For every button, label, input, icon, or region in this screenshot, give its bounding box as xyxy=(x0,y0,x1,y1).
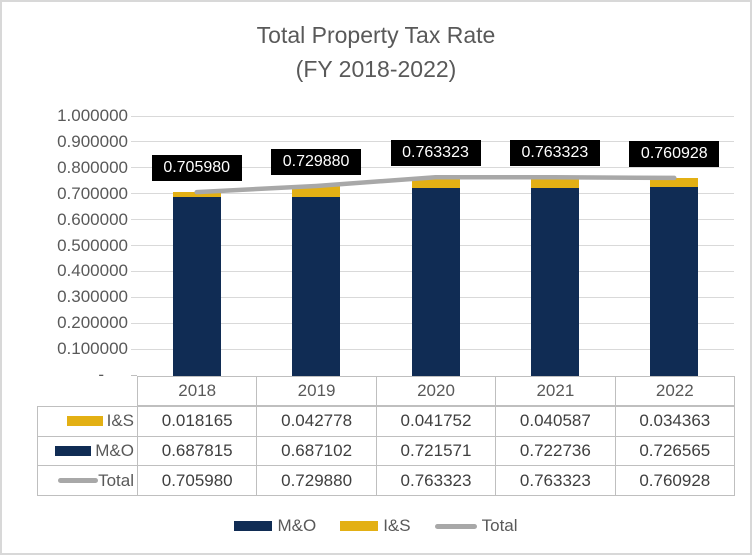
legend-key-bar-icon xyxy=(66,416,103,427)
table-cell-I&S-2022: 0.034363 xyxy=(614,406,735,437)
total-data-label-2020: 0.763323 xyxy=(390,140,481,167)
bar-mo-2020[interactable] xyxy=(411,188,460,376)
y-axis-tick-label: 0.900000 xyxy=(57,131,128,151)
table-cell-Total-2019: 0.729880 xyxy=(256,465,377,496)
y-axis-tick-label: 0.700000 xyxy=(57,183,128,203)
table-cell-I&S-2019: 0.042778 xyxy=(256,406,377,437)
chart-title: Total Property Tax Rate (FY 2018-2022) xyxy=(2,18,750,86)
legend-item-total[interactable]: Total xyxy=(434,516,518,536)
legend-bar-swatch-icon xyxy=(234,521,273,531)
bar-is-2018[interactable] xyxy=(172,192,221,197)
y-axis-tick-label: 0.800000 xyxy=(57,157,128,177)
legend-item-label: Total xyxy=(481,516,518,535)
y-axis-tick-label: 0.600000 xyxy=(57,209,128,229)
bar-is-2022[interactable] xyxy=(650,177,699,187)
table-rowkey-I&S: I&S xyxy=(37,406,138,437)
total-data-label-2018: 0.705980 xyxy=(151,155,242,182)
total-line-layer xyxy=(194,175,677,195)
legend-bar-swatch-icon xyxy=(340,521,379,531)
legend-item-label: I&S xyxy=(383,516,411,535)
table-cell-Total-2022: 0.760928 xyxy=(614,465,735,496)
table-header-2020: 2020 xyxy=(375,376,497,406)
table-header-2018: 2018 xyxy=(137,376,258,406)
bar-is-2020[interactable] xyxy=(411,177,460,189)
legend-key-bar-icon xyxy=(55,445,92,456)
legend-item-label: M&O xyxy=(277,516,317,535)
table-cell-Total-2018: 0.705980 xyxy=(137,465,258,496)
y-axis-tick-label: 0.200000 xyxy=(57,313,128,333)
chart-title-line1: Total Property Tax Rate xyxy=(256,22,496,48)
table-rowkey-label: Total xyxy=(98,470,134,490)
bar-is-2021[interactable] xyxy=(530,177,579,188)
legend-item-is[interactable]: I&S xyxy=(340,516,411,536)
bar-mo-2019[interactable] xyxy=(292,197,341,376)
bar-mo-2022[interactable] xyxy=(650,186,699,376)
table-cell-I&S-2021: 0.040587 xyxy=(495,406,616,437)
table-cell-M&O-2018: 0.687815 xyxy=(137,435,258,467)
legend-item-mo[interactable]: M&O xyxy=(234,516,316,536)
table-cell-I&S-2018: 0.018165 xyxy=(137,406,258,437)
table-header-2019: 2019 xyxy=(256,376,377,406)
table-cell-M&O-2021: 0.722736 xyxy=(495,435,616,467)
table-cell-M&O-2020: 0.721571 xyxy=(375,435,497,467)
table-cell-Total-2020: 0.763323 xyxy=(375,465,497,496)
chart-title-line2: (FY 2018-2022) xyxy=(295,56,457,82)
chart-legend: M&O I&S Total xyxy=(2,508,750,544)
legend-line-swatch-icon xyxy=(434,523,477,529)
table-rowkey-label: I&S xyxy=(106,411,134,431)
table-cell-M&O-2022: 0.726565 xyxy=(614,435,735,467)
legend-key-line-icon xyxy=(58,478,99,484)
table-cell-I&S-2020: 0.041752 xyxy=(375,406,497,437)
y-axis-tick-label: 1.000000 xyxy=(57,106,128,125)
total-data-label-2022: 0.760928 xyxy=(629,140,720,167)
table-cell-Total-2021: 0.763323 xyxy=(495,465,616,496)
table-rowkey-M&O: M&O xyxy=(37,435,138,467)
gridline xyxy=(131,167,734,169)
total-data-label-2019: 0.729880 xyxy=(271,148,362,175)
total-line[interactable] xyxy=(194,175,677,195)
bar-is-2019[interactable] xyxy=(292,185,341,198)
bar-mo-2018[interactable] xyxy=(172,196,221,376)
gridline xyxy=(131,115,734,117)
y-axis-tick-label: 0.100000 xyxy=(57,339,128,359)
table-cell-M&O-2019: 0.687102 xyxy=(256,435,377,467)
y-axis-tick-label: - xyxy=(98,365,104,384)
y-axis-tick-label: 0.300000 xyxy=(57,287,128,307)
zero-tick xyxy=(131,374,137,376)
total-data-label-2021: 0.763323 xyxy=(509,140,600,167)
y-axis-tick-label: 0.400000 xyxy=(57,261,128,281)
table-rowkey-Total: Total xyxy=(37,465,138,496)
bar-mo-2021[interactable] xyxy=(530,187,579,376)
table-rowkey-label: M&O xyxy=(95,440,134,460)
y-axis-tick-label: 0.500000 xyxy=(57,235,128,255)
table-header-2022: 2022 xyxy=(614,376,735,406)
table-header-2021: 2021 xyxy=(495,376,616,406)
